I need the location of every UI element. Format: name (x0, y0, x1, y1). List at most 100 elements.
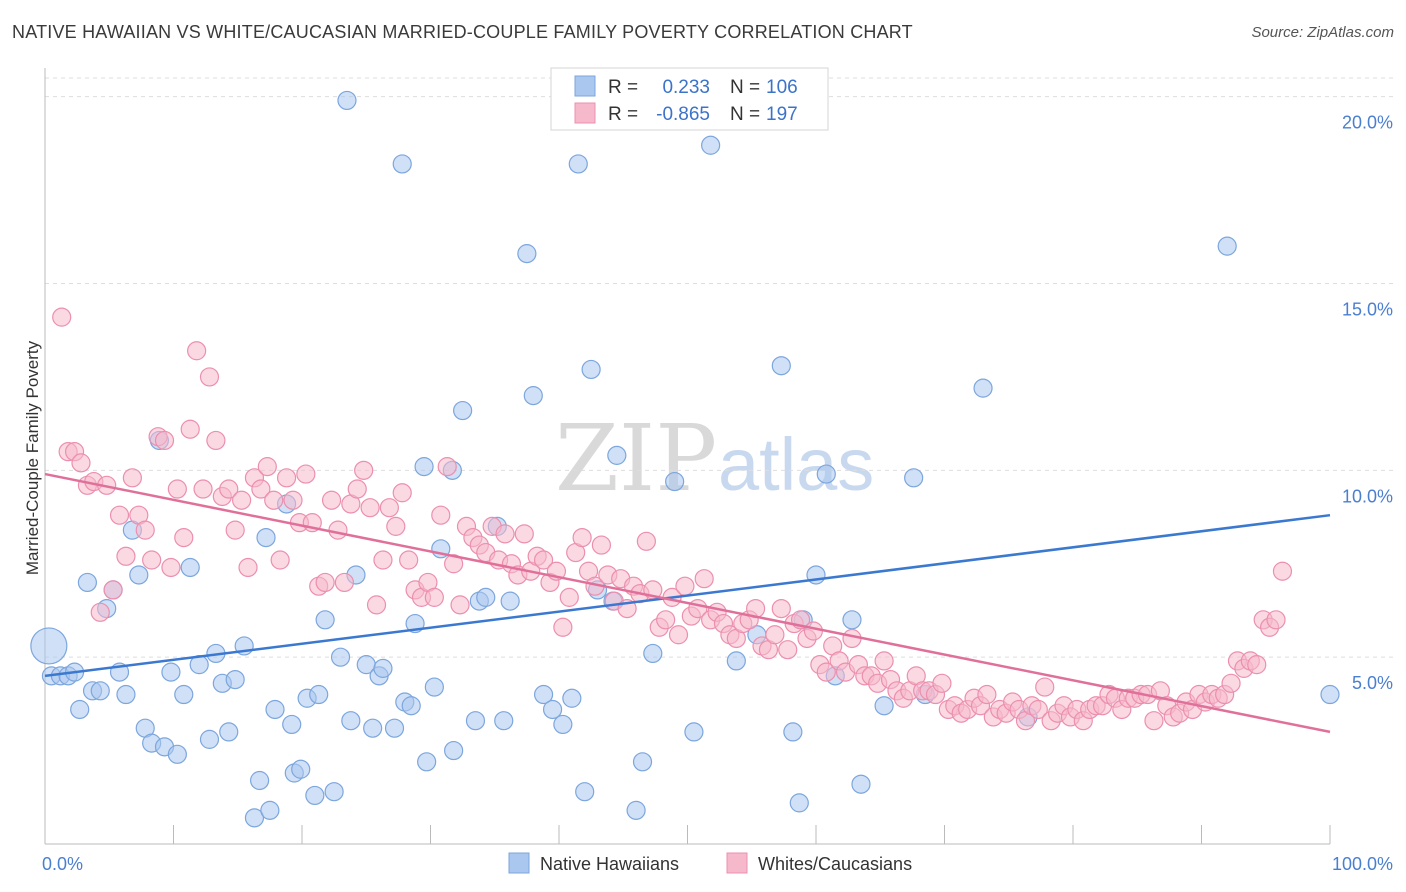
data-point (161, 557, 181, 578)
x-tick-label: 100.0% (1332, 854, 1393, 874)
data-point (437, 457, 457, 477)
data-point (453, 400, 473, 421)
legend-box (550, 67, 829, 131)
data-point (575, 782, 595, 802)
data-point (199, 367, 220, 387)
axes: 5.0% 10.0% 15.0% 20.0% 0.0% 100.0% (42, 68, 1393, 874)
data-point (417, 752, 437, 772)
data-point (206, 430, 226, 451)
legend-n-value-2: 197 (766, 104, 798, 125)
data-point (771, 356, 791, 376)
data-point (392, 483, 412, 503)
data-point (347, 479, 367, 499)
data-point (559, 587, 579, 607)
x-tick-label: 0.0% (42, 854, 83, 874)
data-point (167, 479, 187, 499)
series-whites-points (52, 307, 1293, 731)
chart-title: NATIVE HAWAIIAN VS WHITE/CAUCASIAN MARRI… (12, 22, 913, 42)
data-point (341, 711, 361, 731)
data-point (842, 610, 862, 630)
data-point (636, 531, 656, 551)
data-point (444, 740, 464, 761)
data-point (533, 550, 554, 570)
data-point (373, 550, 393, 570)
data-point (249, 770, 270, 791)
trend-line (44, 472, 1331, 734)
data-point (1221, 673, 1241, 693)
data-point (424, 587, 444, 607)
data-point (684, 722, 704, 742)
data-point (363, 718, 383, 738)
data-point (668, 625, 689, 645)
data-point (591, 535, 612, 555)
data-point (283, 490, 303, 510)
data-point (874, 651, 894, 671)
data-point (465, 711, 486, 731)
data-point (328, 520, 348, 540)
data-point (1217, 236, 1237, 256)
data-point (129, 565, 149, 585)
data-point (495, 524, 515, 544)
data-point (70, 699, 90, 720)
data-point (816, 464, 836, 484)
data-point (1266, 610, 1286, 630)
data-point (116, 684, 136, 705)
data-point (219, 479, 239, 499)
bottom-legend-label-blue: Native Hawaiians (540, 854, 679, 874)
data-point (803, 621, 824, 641)
data-point (568, 154, 588, 174)
bottom-legend-swatch-pink (726, 852, 748, 874)
data-point (562, 688, 582, 708)
legend-r-label-2: R = (608, 104, 638, 125)
y-axis-label: Married-Couple Family Poverty (23, 340, 42, 575)
data-point (256, 527, 276, 548)
data-point (450, 595, 470, 615)
data-point (219, 722, 239, 742)
data-point (414, 457, 434, 477)
data-point (789, 793, 809, 813)
data-point (977, 684, 997, 705)
data-point (109, 505, 130, 525)
correlation-legend: R = 0.233 N = 106 R = -0.865 N = 197 (550, 67, 829, 131)
data-point (244, 808, 265, 828)
data-point (542, 699, 563, 720)
data-point (193, 479, 213, 499)
data-point (607, 445, 627, 465)
data-point (154, 430, 175, 451)
legend-n-label-2: N = (730, 104, 760, 125)
data-point (135, 520, 155, 540)
y-tick-label: 15.0% (1342, 300, 1393, 320)
data-point (187, 341, 207, 361)
data-point (265, 699, 285, 720)
data-point (321, 490, 342, 510)
data-point (386, 516, 406, 536)
data-point (260, 800, 280, 820)
legend-r-value-1: 0.233 (662, 77, 710, 98)
data-point (656, 610, 676, 630)
data-point (553, 714, 573, 735)
trend-line (44, 513, 1331, 678)
data-point (315, 610, 335, 630)
data-point (379, 498, 399, 518)
data-point (765, 625, 785, 645)
legend-swatch-blue (574, 75, 596, 97)
data-point (932, 673, 952, 693)
data-point (384, 718, 405, 738)
data-point (180, 557, 200, 578)
data-point (399, 550, 419, 570)
data-point (392, 154, 412, 174)
data-point (315, 572, 335, 593)
data-point (694, 569, 714, 589)
trend-lines (44, 472, 1331, 734)
data-point (533, 684, 554, 705)
data-point (282, 714, 302, 735)
data-point (1320, 684, 1340, 705)
data-point (174, 527, 194, 548)
data-point (1247, 655, 1267, 675)
data-point (238, 557, 258, 578)
data-point (324, 782, 344, 802)
watermark-atlas: atlas (718, 423, 874, 506)
data-point (30, 627, 68, 665)
legend-swatch-pink (574, 102, 596, 124)
